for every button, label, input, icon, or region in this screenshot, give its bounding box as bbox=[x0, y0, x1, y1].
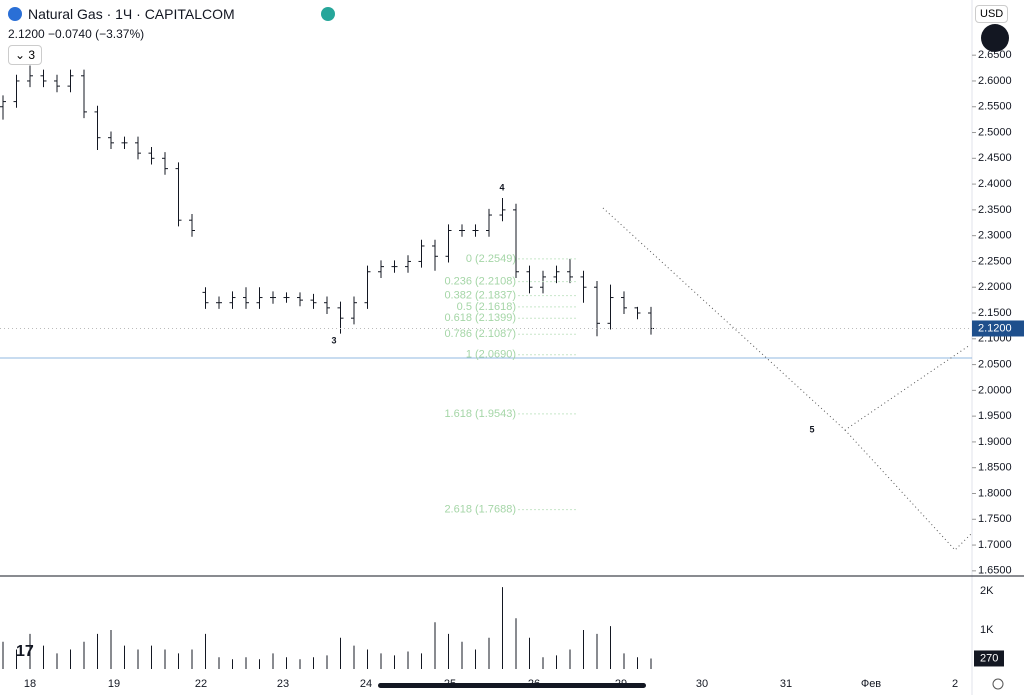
x-tick-label: 30 bbox=[696, 678, 708, 690]
wave-label: 3 bbox=[331, 335, 336, 345]
x-tick-label: 31 bbox=[780, 678, 792, 690]
wave-label: 5 bbox=[809, 424, 814, 434]
x-tick-label: 25 bbox=[444, 678, 456, 690]
last-price-label: 2.1200 bbox=[978, 322, 1012, 334]
volume-last-box bbox=[974, 650, 1004, 667]
currency-button[interactable]: USD bbox=[975, 5, 1009, 23]
volume-last-label: 270 bbox=[980, 652, 998, 664]
indicator-count: 3 bbox=[28, 48, 36, 62]
y-tick-label: 2.3500 bbox=[978, 204, 1012, 216]
fib-label: 0.618 (2.1399) bbox=[444, 312, 516, 324]
y-tick-label: 1.7000 bbox=[978, 539, 1012, 551]
status-dot bbox=[320, 7, 335, 21]
x-tick-label: 24 bbox=[360, 678, 372, 690]
price: 2.1200 bbox=[8, 27, 45, 41]
y-tick-label: 2.0500 bbox=[978, 358, 1012, 370]
y-tick-label: 2.4500 bbox=[978, 152, 1012, 164]
y-tick-label: 2.6500 bbox=[978, 49, 1012, 61]
wave-label: 4 bbox=[499, 182, 504, 192]
symbol-header: Natural Gas · 1Ч · CAPITALCOM bbox=[8, 6, 335, 22]
fib-label: 0.5 (2.1618) bbox=[457, 301, 516, 313]
price-line: 2.1200 −0.0740 (−3.37%) bbox=[8, 27, 144, 41]
x-tick-label: 26 bbox=[528, 678, 540, 690]
last-price-box bbox=[972, 320, 1024, 337]
y-tick-label: 2.6000 bbox=[978, 75, 1012, 87]
fib-label: 2.618 (1.7688) bbox=[444, 503, 516, 515]
settings-button[interactable] bbox=[992, 678, 1004, 690]
y-tick-label: 1.7500 bbox=[978, 513, 1012, 525]
x-tick-label: Фев bbox=[861, 678, 881, 690]
change: −0.0740 (−3.37%) bbox=[48, 27, 145, 41]
fib-label: 0 (2.2549) bbox=[466, 253, 516, 265]
y-tick-label: 2.1500 bbox=[978, 307, 1012, 319]
volume-tick-label: 2K bbox=[980, 585, 994, 597]
y-tick-label: 2.5500 bbox=[978, 101, 1012, 113]
fib-label: 0.382 (2.1837) bbox=[444, 290, 516, 302]
x-tick-label: 23 bbox=[277, 678, 289, 690]
projection-line bbox=[602, 207, 971, 431]
y-tick-label: 2.5000 bbox=[978, 126, 1012, 138]
y-tick-label: 2.4000 bbox=[978, 178, 1012, 190]
y-tick-label: 1.6500 bbox=[978, 565, 1012, 577]
y-tick-label: 2.0000 bbox=[978, 384, 1012, 396]
x-tick-label: 29 bbox=[615, 678, 627, 690]
logo: 17 bbox=[16, 643, 34, 660]
fullscreen-button[interactable] bbox=[981, 24, 1009, 52]
symbol-icon bbox=[8, 7, 22, 21]
y-tick-label: 1.8500 bbox=[978, 462, 1012, 474]
y-tick-label: 1.9500 bbox=[978, 410, 1012, 422]
x-tick-label: 2 bbox=[952, 678, 958, 690]
y-tick-label: 1.9000 bbox=[978, 436, 1012, 448]
x-tick-label: 22 bbox=[195, 678, 207, 690]
scrollbar[interactable] bbox=[378, 683, 646, 688]
fib-label: 0.236 (2.2108) bbox=[444, 276, 516, 288]
fib-label: 1 (2.0690) bbox=[466, 349, 516, 361]
y-tick-label: 2.2000 bbox=[978, 281, 1012, 293]
symbol-title[interactable]: Natural Gas · 1Ч · CAPITALCOM bbox=[28, 6, 235, 22]
indicator-toggle[interactable]: ⌄ 3 bbox=[8, 45, 43, 65]
fib-label: 1.618 (1.9543) bbox=[444, 408, 516, 420]
projection-line bbox=[844, 429, 973, 551]
y-tick-label: 1.8000 bbox=[978, 487, 1012, 499]
y-tick-label: 2.3000 bbox=[978, 230, 1012, 242]
volume-tick-label: 1K bbox=[980, 624, 994, 636]
fib-label: 0.786 (2.1087) bbox=[444, 328, 516, 340]
x-tick-label: 19 bbox=[108, 678, 120, 690]
x-tick-label: 18 bbox=[24, 678, 36, 690]
y-tick-label: 2.2500 bbox=[978, 255, 1012, 267]
